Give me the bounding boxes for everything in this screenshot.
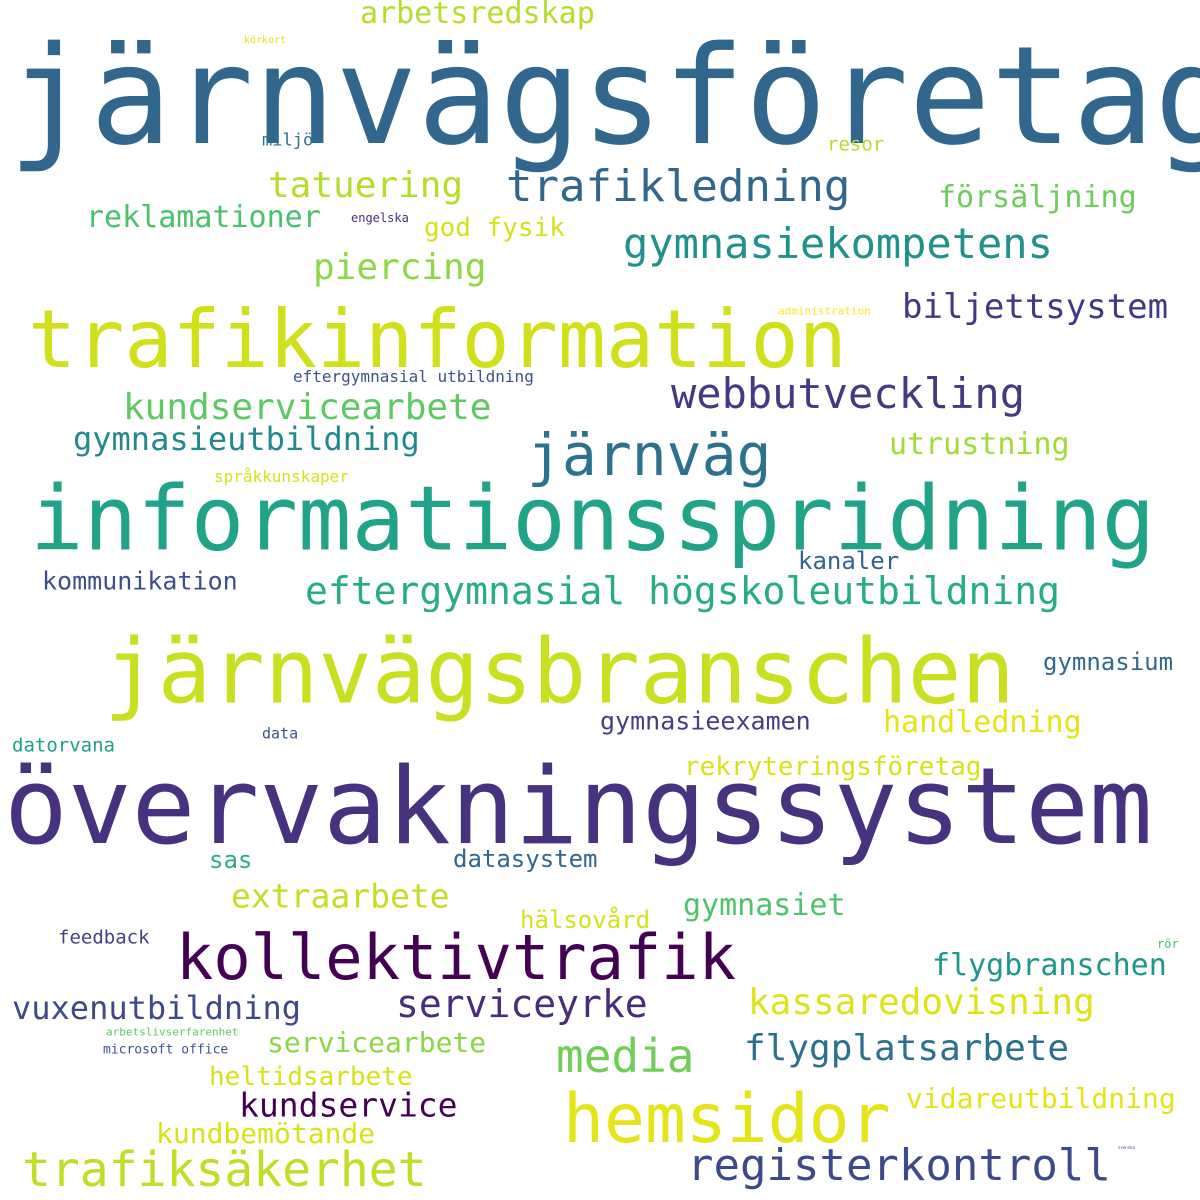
word-datorvana: datorvana (12, 734, 115, 757)
word-svenska: svenska (1118, 1145, 1135, 1150)
word-trafikinformation: trafikinformation (28, 293, 847, 386)
word-kundservice: kundservice (239, 1085, 458, 1125)
word-vidareutbildning: vidareutbildning (906, 1082, 1176, 1115)
word-reklamationer: reklamationer (86, 200, 321, 235)
word-jarnvag: järnväg (527, 421, 772, 489)
word-kommunikation: kommunikation (42, 566, 238, 596)
word-miljo: miljö (262, 130, 314, 151)
word-korkort: körkort (244, 35, 287, 46)
word-halsovard: hälsovård (520, 906, 651, 934)
word-engelska: engelska (351, 211, 409, 225)
word-webbutveckling: webbutveckling (671, 369, 1026, 418)
word-forsaljning: försäljning (938, 180, 1137, 215)
word-hemsidor: hemsidor (563, 1080, 891, 1159)
word-kundbemotande: kundbemötande (156, 1117, 376, 1150)
word-heltidsarbete: heltidsarbete (209, 1062, 413, 1092)
word-feedback: feedback (58, 926, 150, 949)
word-gymnasiekompetens: gymnasiekompetens (623, 219, 1053, 268)
word-gymnasieexamen: gymnasieexamen (600, 706, 811, 736)
word-arbetsredskap: arbetsredskap (360, 0, 595, 31)
word-jarnvagsforetag: järnvägsföretag (8, 18, 1200, 176)
word-datasystem: datasystem (453, 845, 598, 873)
word-jarnvagsbranschen: järnvägsbranschen (104, 619, 1015, 724)
word-piercing: piercing (313, 247, 487, 288)
word-kanaler: kanaler (798, 547, 900, 575)
word-god-fysik: god fysik (424, 213, 565, 243)
word-kundservicearbete: kundservicearbete (123, 387, 492, 428)
word-extraarbete: extraarbete (231, 876, 450, 916)
word-trafiksakerhet: trafiksäkerhet (22, 1142, 427, 1198)
word-administration: administration (778, 304, 871, 318)
word-data: data (262, 724, 299, 743)
word-resor: resor (827, 133, 885, 156)
word-flygplatsarbete: flygplatsarbete (744, 1028, 1070, 1069)
word-sas: sas (209, 846, 253, 874)
word-gymnasium: gymnasium (1043, 648, 1174, 676)
word-ror: rör (1157, 937, 1179, 951)
word-rekryteringsforetag: rekryteringsföretag (684, 752, 982, 782)
word-eftergymnasial-utbildning: eftergymnasial utbildning (293, 367, 534, 386)
word-flygbranschen: flygbranschen (932, 948, 1167, 983)
word-utrustning: utrustning (889, 427, 1070, 462)
word-kassaredovisning: kassaredovisning (748, 982, 1095, 1023)
word-serviceyrke: serviceyrke (396, 982, 648, 1026)
word-gymnasiet: gymnasiet (683, 888, 846, 923)
word-sprakkunskaper: språkkunskaper (214, 467, 349, 486)
word-trafikledning: trafikledning (506, 161, 851, 212)
word-kollektivtrafik: kollektivtrafik (176, 921, 736, 994)
word-handledning: handledning (883, 705, 1082, 740)
word-servicearbete: servicearbete (267, 1026, 487, 1059)
word-registerkontroll: registerkontroll (687, 1140, 1111, 1191)
word-biljettsystem: biljettsystem (902, 287, 1169, 327)
word-vuxenutbildning: vuxenutbildning (12, 989, 301, 1027)
word-microsoft-office: microsoft office (103, 1042, 229, 1058)
word-arbetslivserfarenhet: arbetslivserfarenhet (106, 1025, 239, 1039)
word-informationsspridning: informationsspridning (30, 466, 1156, 571)
word-media: media (556, 1029, 695, 1083)
word-gymnasieutbildning: gymnasieutbildning (73, 420, 420, 458)
word-tatuering: tatuering (268, 165, 464, 206)
word-eftergymnasial-hogskoleutbildning: eftergymnasial högskoleutbildning (305, 569, 1060, 613)
word-overvakningssystem: övervakningssystem (4, 745, 1153, 868)
